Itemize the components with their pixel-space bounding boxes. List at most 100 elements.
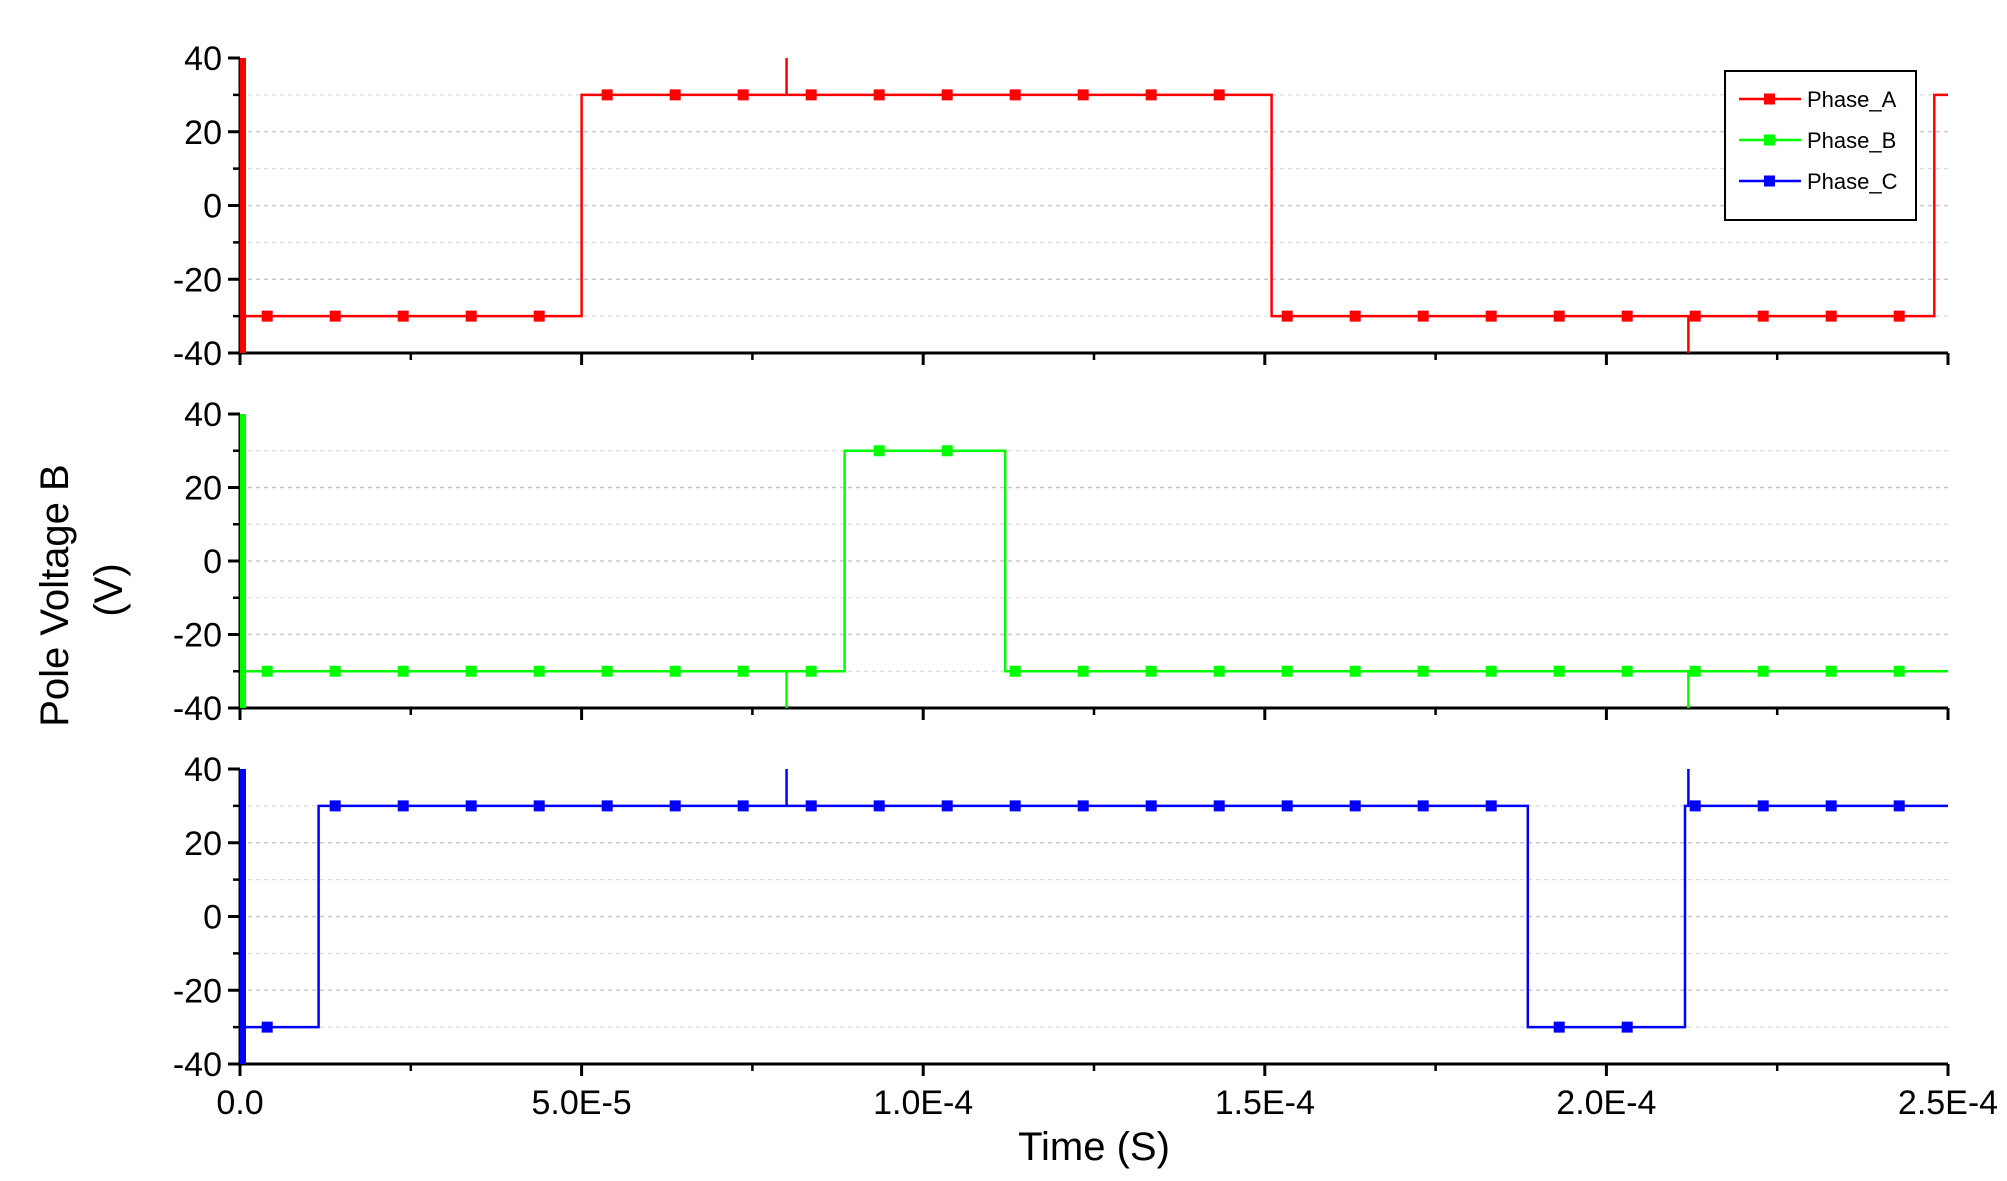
data-marker xyxy=(1689,800,1701,812)
series-line-phase-c xyxy=(240,804,1948,1029)
y-tick-label: 40 xyxy=(184,40,222,78)
data-marker xyxy=(261,665,273,677)
data-marker xyxy=(1009,89,1021,101)
x-tick-label: 1.5E-4 xyxy=(1215,1084,1315,1122)
data-marker xyxy=(1349,310,1361,322)
data-marker xyxy=(873,445,885,457)
y-axis-title-line-1: Pole Voltage B xyxy=(33,464,77,726)
data-marker xyxy=(1077,800,1089,812)
data-marker xyxy=(1485,800,1497,812)
data-marker xyxy=(1893,800,1905,812)
y-tick-label: 40 xyxy=(184,396,222,434)
data-marker xyxy=(941,445,953,457)
data-marker xyxy=(1621,1021,1633,1033)
legend-marker xyxy=(1764,134,1775,146)
data-marker xyxy=(1077,89,1089,101)
data-marker xyxy=(1553,1021,1565,1033)
data-marker xyxy=(465,800,477,812)
data-marker xyxy=(329,800,341,812)
data-marker xyxy=(669,89,681,101)
y-tick-label: -40 xyxy=(173,690,222,728)
data-marker xyxy=(1417,310,1429,322)
data-marker xyxy=(1349,800,1361,812)
y-tick-label: 20 xyxy=(184,470,222,508)
data-marker xyxy=(1281,310,1293,322)
data-marker xyxy=(1281,800,1293,812)
data-marker xyxy=(1145,665,1157,677)
data-marker xyxy=(805,800,817,812)
data-marker xyxy=(329,665,341,677)
data-marker xyxy=(1349,665,1361,677)
legend-box xyxy=(1724,70,1917,221)
data-marker xyxy=(1825,310,1837,322)
series-line-phase-a xyxy=(240,93,1948,318)
y-tick-label: -20 xyxy=(173,972,222,1010)
data-marker xyxy=(397,800,409,812)
data-marker xyxy=(1689,665,1701,677)
data-marker xyxy=(261,310,273,322)
data-marker xyxy=(1757,310,1769,322)
data-marker xyxy=(1621,310,1633,322)
data-marker xyxy=(1485,665,1497,677)
data-marker xyxy=(261,1021,273,1033)
data-marker xyxy=(1825,800,1837,812)
data-marker xyxy=(1009,800,1021,812)
legend-label: Phase_C xyxy=(1807,169,1898,194)
legend: Phase_A Phase_B Phase_C xyxy=(1724,70,1917,221)
data-marker xyxy=(601,665,613,677)
data-marker xyxy=(873,800,885,812)
data-marker xyxy=(1485,310,1497,322)
x-axis-title: Time (S) xyxy=(1018,1125,1170,1169)
data-marker xyxy=(1893,310,1905,322)
data-marker xyxy=(1145,800,1157,812)
data-marker xyxy=(1757,800,1769,812)
y-tick-label: 20 xyxy=(184,825,222,863)
data-marker xyxy=(737,89,749,101)
data-marker xyxy=(941,89,953,101)
data-marker xyxy=(1281,665,1293,677)
data-marker xyxy=(669,800,681,812)
data-marker xyxy=(1213,89,1225,101)
x-tick-label: 1.0E-4 xyxy=(873,1084,973,1122)
data-marker xyxy=(1825,665,1837,677)
y-tick-label: -40 xyxy=(173,1046,222,1084)
y-tick-label: -20 xyxy=(173,261,222,299)
data-marker xyxy=(601,89,613,101)
y-tick-label: 0 xyxy=(203,188,222,226)
data-marker xyxy=(533,665,545,677)
y-tick-label: -20 xyxy=(173,617,222,655)
data-marker xyxy=(397,665,409,677)
data-marker xyxy=(1417,800,1429,812)
panel-phase-c: 40 20 0 -20 -400.0 5.0E-5 1.0E-4 1.5E-4 2.0E-4 2.… xyxy=(173,751,1998,1122)
y-tick-label: 0 xyxy=(203,543,222,581)
data-marker xyxy=(1757,665,1769,677)
legend-label: Phase_A xyxy=(1807,87,1897,112)
y-tick-label: 20 xyxy=(184,114,222,152)
data-marker xyxy=(533,800,545,812)
data-marker xyxy=(1417,665,1429,677)
data-marker xyxy=(1213,665,1225,677)
data-marker xyxy=(737,665,749,677)
data-marker xyxy=(1621,665,1633,677)
data-marker xyxy=(805,665,817,677)
x-tick-label: 0.0 xyxy=(216,1084,263,1122)
x-tick-label: 5.0E-5 xyxy=(532,1084,632,1122)
data-marker xyxy=(1009,665,1021,677)
data-marker xyxy=(601,800,613,812)
data-marker xyxy=(1689,310,1701,322)
y-tick-label: 40 xyxy=(184,751,222,789)
data-marker xyxy=(397,310,409,322)
data-marker xyxy=(805,89,817,101)
data-marker xyxy=(533,310,545,322)
data-marker xyxy=(1213,800,1225,812)
y-axis-title: Pole Voltage B (V) xyxy=(33,453,131,727)
panel-phase-b: 40 20 0 -20 -40 xyxy=(173,396,1950,728)
panel-phase-a: 40 20 0 -20 -40 xyxy=(173,40,1950,373)
y-tick-label: 0 xyxy=(203,899,222,937)
legend-label: Phase_B xyxy=(1807,128,1896,153)
data-marker xyxy=(465,665,477,677)
data-marker xyxy=(1553,665,1565,677)
y-tick-label: -40 xyxy=(173,335,222,373)
data-marker xyxy=(1077,665,1089,677)
